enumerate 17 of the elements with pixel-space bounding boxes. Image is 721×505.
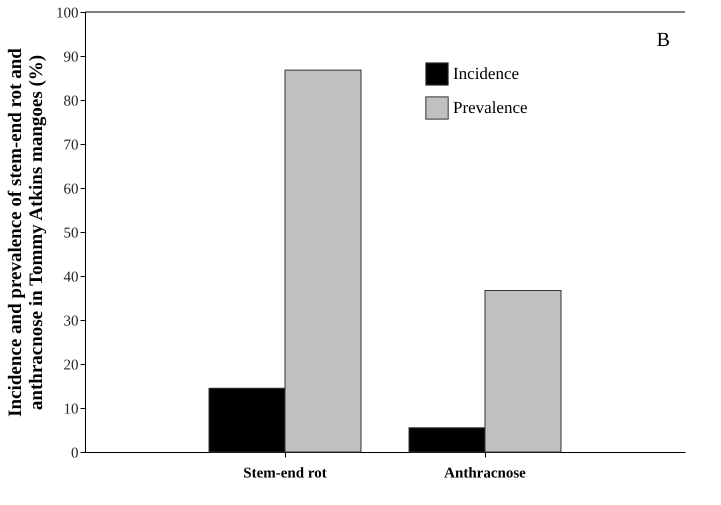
y-tick-label: 50 [64, 226, 78, 242]
x-tick-label: Stem-end rot [243, 466, 327, 482]
y-tick-label: 40 [64, 270, 78, 286]
y-tick-label: 70 [64, 138, 78, 154]
x-tick-label: Anthracnose [444, 466, 526, 482]
y-tick-label: 20 [64, 358, 78, 374]
legend-label: Prevalence [453, 98, 528, 117]
y-tick-label: 30 [64, 314, 78, 330]
y-axis-title: Incidence and prevalence of stem-end rot and anthracnose in Tommy Atkins mangoes (%) [5, 48, 47, 417]
y-tick-label: 60 [64, 182, 78, 198]
y-tick-label: 90 [64, 50, 78, 66]
y-tick-label: 100 [56, 6, 78, 22]
y-tick-label: 0 [71, 446, 78, 462]
legend-label: Incidence [453, 64, 520, 83]
y-tick-label: 80 [64, 94, 78, 110]
annotation: B [656, 29, 670, 51]
y-tick-label: 10 [64, 402, 78, 418]
